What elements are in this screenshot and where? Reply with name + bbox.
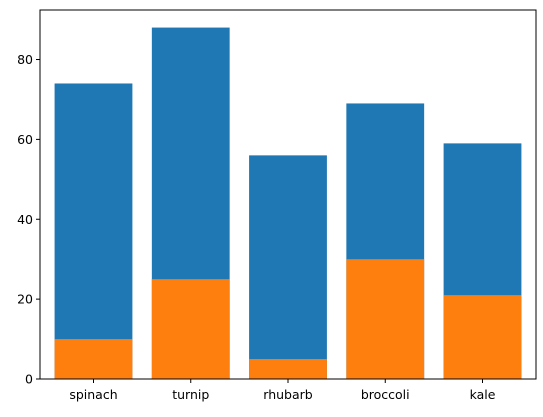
y-axis-ticks: 0 20 40 60 80 — [17, 52, 40, 387]
y-tick-label: 0 — [25, 372, 33, 387]
y-tick-label: 20 — [17, 292, 33, 307]
bar-turnip-series-2 — [151, 279, 230, 379]
bar-spinach-series-1 — [54, 83, 133, 379]
x-tick-label: rhubarb — [263, 387, 312, 402]
y-tick-label: 80 — [17, 52, 33, 67]
x-tick-label: spinach — [69, 387, 117, 402]
y-tick-label: 60 — [17, 132, 33, 147]
bar-rhubarb-series-2 — [249, 359, 327, 379]
x-tick-label: kale — [470, 387, 496, 402]
x-axis-ticks: spinach turnip rhubarb broccoli kale — [69, 379, 496, 402]
y-tick-label: 40 — [17, 212, 33, 227]
plot-frame — [39, 9, 537, 380]
x-tick-label: broccoli — [361, 387, 410, 402]
x-tick-label: turnip — [172, 387, 209, 402]
bar-spinach-series-2 — [54, 339, 133, 379]
bar-broccoli-series-2 — [346, 259, 425, 379]
bar-kale-series-2 — [443, 295, 522, 379]
bar-rhubarb-series-1 — [249, 155, 327, 379]
bars-layer — [54, 27, 522, 379]
